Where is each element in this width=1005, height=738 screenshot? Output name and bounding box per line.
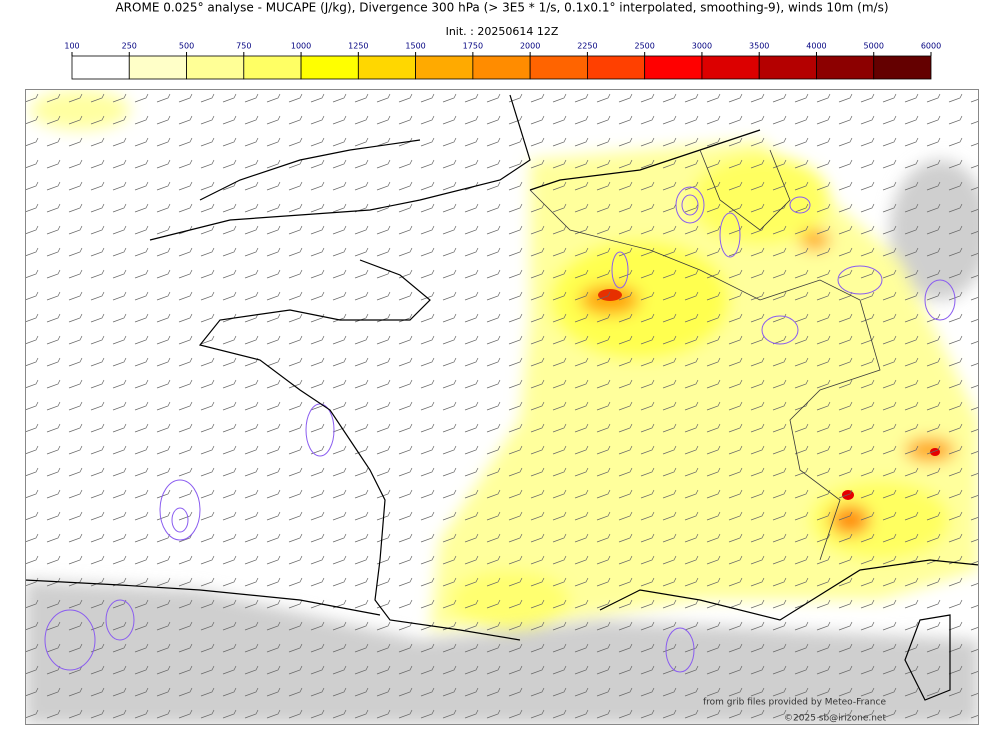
credit: from grib files provided by Meteo-France	[703, 698, 886, 708]
colorbar-box	[71, 55, 130, 80]
colorbar-label: 1750	[463, 42, 483, 51]
colorbar-label: 100	[64, 42, 79, 51]
colorbar-label: 1500	[405, 42, 425, 51]
colorbar-box	[186, 55, 245, 80]
colorbar-label: 1250	[348, 42, 368, 51]
colorbar-box	[529, 55, 588, 80]
colorbar-label: 2250	[577, 42, 597, 51]
colorbar-label: 4000	[806, 42, 826, 51]
colorbar-box	[300, 55, 359, 80]
map-frame	[25, 89, 979, 725]
colorbar-box	[415, 55, 474, 80]
colorbar-label: 2500	[634, 42, 654, 51]
init-time: Init. : 20250614 12Z	[446, 25, 559, 38]
credit: ©2025 sb@irizone.net	[784, 714, 886, 724]
colorbar-label: 6000	[921, 42, 941, 51]
colorbar-box	[873, 55, 932, 80]
colorbar-box	[644, 55, 703, 80]
colorbar-label: 5000	[864, 42, 884, 51]
colorbar-box	[816, 55, 875, 80]
colorbar-label: 1000	[291, 42, 311, 51]
colorbar-label: 3500	[749, 42, 769, 51]
colorbar-label: 3000	[692, 42, 712, 51]
colorbar-label: 750	[236, 42, 251, 51]
colorbar-box	[357, 55, 417, 80]
colorbar-box	[758, 55, 817, 80]
colorbar-label: 500	[179, 42, 194, 51]
colorbar-box	[587, 55, 646, 80]
borders	[529, 149, 881, 561]
coastlines	[25, 94, 979, 701]
map	[25, 89, 979, 725]
colorbar: 100 250 500 750 1000 1250 1500 1750 2000 2250 2500…	[64, 42, 941, 80]
colorbar-label: 250	[122, 42, 137, 51]
colorbar-label: 2000	[520, 42, 540, 51]
colorbar-box	[472, 55, 531, 80]
colorbar-box	[128, 55, 187, 80]
title: AROME 0.025° analyse - MUCAPE (J/kg), Di…	[115, 1, 888, 15]
colorbar-box	[243, 55, 302, 80]
colorbar-box	[701, 55, 760, 80]
